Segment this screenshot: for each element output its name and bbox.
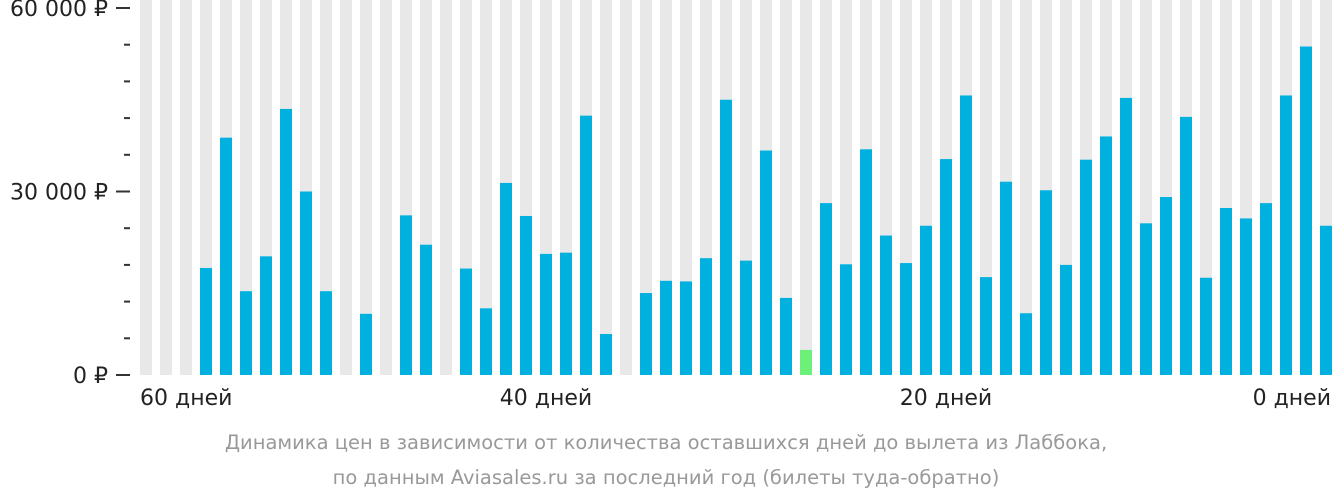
price-bar [1040,190,1052,375]
background-column [160,0,172,375]
price-bar [580,115,592,376]
y-axis: 0 ₽ 30 000 ₽ 60 000 ₽ [10,0,130,389]
price-bar [660,280,672,375]
price-bar [280,108,292,376]
price-bar [1320,225,1332,375]
price-bar [1220,208,1232,375]
price-bar [240,291,252,375]
price-bar [1020,313,1032,375]
background-column [600,0,612,375]
price-bar [840,264,852,375]
price-bar [400,215,412,375]
x-tick-label: 40 дней [500,386,592,411]
price-bars [200,46,1332,376]
price-bar [860,149,872,375]
x-tick-label: 0 дней [1253,386,1331,411]
price-bar [260,256,272,375]
y-tick-label: 30 000 ₽ [10,181,108,206]
price-bar [220,137,232,375]
price-bar [300,191,312,375]
price-bar [480,308,492,375]
price-bar [1120,97,1132,375]
price-bar [200,267,212,375]
price-bar [920,225,932,375]
price-bar [1160,197,1172,375]
price-bar [900,263,912,375]
price-bar [940,159,952,375]
price-bar [980,277,992,375]
background-column [440,0,452,375]
price-bar [1200,277,1212,375]
background-column [340,0,352,375]
chart-caption-line-2: по данным Aviasales.ru за последний год … [332,466,1000,489]
price-bar [720,99,732,375]
background-column [140,0,152,375]
price-bar [1000,181,1012,375]
price-bar [1140,223,1152,375]
background-column [320,0,332,375]
background-column [380,0,392,375]
background-column [240,0,252,375]
price-bar [360,313,372,375]
price-bar [740,260,752,375]
price-bar [820,203,832,375]
price-bar [1280,95,1292,376]
background-column [680,0,692,375]
price-bar [560,252,572,375]
price-bar [500,182,512,375]
background-column [640,0,652,375]
price-bar [640,293,652,375]
price-bar [540,253,552,375]
price-bar [420,244,432,375]
price-bar [1240,218,1252,375]
price-bar [1060,264,1072,375]
background-column [360,0,372,375]
price-bar [520,215,532,375]
background-column [480,0,492,375]
price-bar [780,297,792,375]
background-column [780,0,792,375]
price-bar [680,281,692,375]
y-tick-label: 0 ₽ [73,364,108,389]
price-chart: 0 ₽ 30 000 ₽ 60 000 ₽ 60 дней 40 дней 20 дне… [10,0,1332,411]
price-bar [1180,116,1192,376]
y-tick-label: 60 000 ₽ [10,0,108,22]
price-bar [700,258,712,375]
price-bar [760,150,772,375]
x-tick-label: 20 дней [900,386,992,411]
price-bar [1260,203,1272,375]
price-bar [460,268,472,375]
chart-caption-line-1: Динамика цен в зависимости от количества… [224,431,1108,454]
price-bar [1100,136,1112,375]
background-column [800,0,812,375]
price-bar [1300,46,1312,375]
x-tick-label: 60 дней [140,386,232,411]
price-bar [320,291,332,375]
price-bar [600,334,612,375]
background-column [1020,0,1032,375]
background-columns [140,0,1332,375]
price-bar [1080,159,1092,375]
x-axis: 60 дней 40 дней 20 дней 0 дней [140,386,1331,411]
price-bar-cheapest [800,349,812,375]
price-bar [960,95,972,376]
background-column [620,0,632,375]
background-column [180,0,192,375]
price-bar [880,235,892,375]
